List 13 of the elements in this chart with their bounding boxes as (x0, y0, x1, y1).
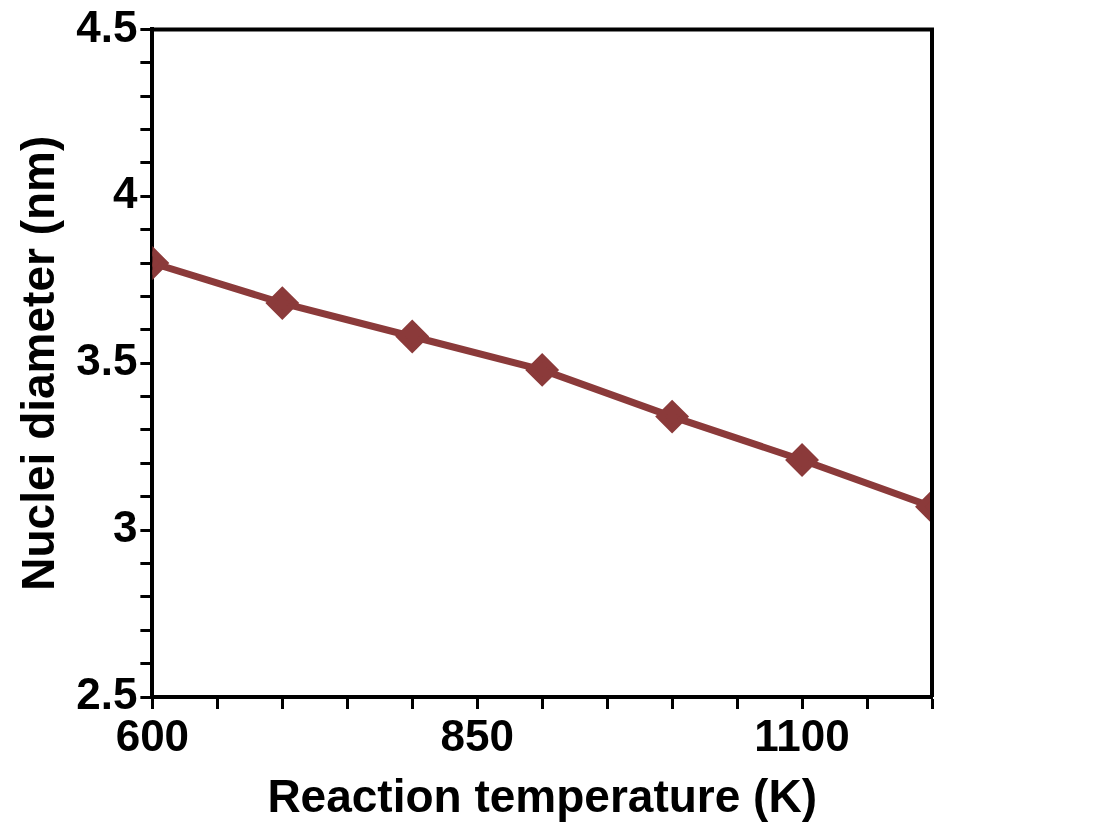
y-axis-title: Nuclei diameter (nm) (12, 135, 65, 591)
y-tick-label: 4.5 (76, 1, 138, 51)
y-tick-label: 3.5 (76, 335, 138, 385)
point (396, 321, 428, 352)
x-axis-title: Reaction temperature (K) (267, 770, 817, 823)
point (786, 444, 818, 476)
y-tick-label: 4 (112, 168, 138, 218)
point (266, 287, 298, 319)
point (656, 401, 688, 433)
y-tick-label: 3 (112, 502, 138, 552)
x-tick-label: 850 (440, 710, 514, 760)
point (526, 354, 558, 386)
x-tick-label: 1100 (754, 710, 850, 760)
